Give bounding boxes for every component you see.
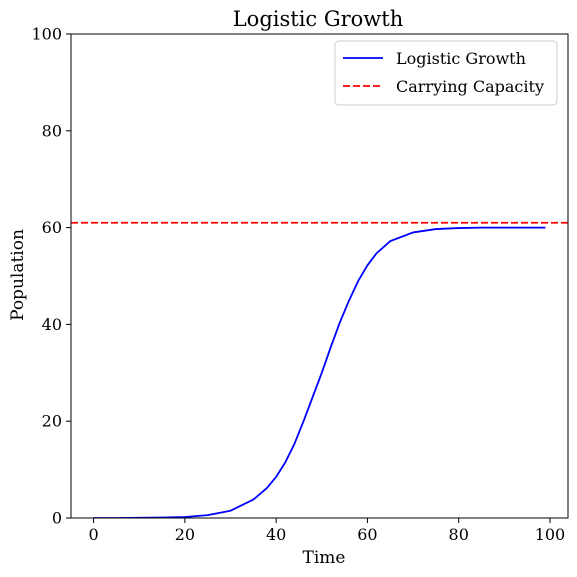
x-tick-label: 20 bbox=[175, 525, 195, 544]
y-tick-label: 0 bbox=[52, 509, 62, 528]
y-tick-label: 100 bbox=[31, 25, 62, 44]
y-tick-label: 20 bbox=[42, 412, 62, 431]
chart-title: Logistic Growth bbox=[233, 7, 404, 31]
x-tick-label: 80 bbox=[449, 525, 469, 544]
y-tick-label: 40 bbox=[42, 315, 62, 334]
series-group bbox=[71, 221, 568, 518]
axis-ticks: 0 20 40 60 80 100 0 20 40 60 80 100 bbox=[31, 25, 565, 545]
x-tick-label: 60 bbox=[357, 525, 377, 544]
x-tick-label: 100 bbox=[535, 525, 566, 544]
legend: Logistic Growth Carrying Capacity bbox=[334, 40, 558, 106]
legend-box bbox=[334, 40, 558, 106]
x-tick-label: 0 bbox=[88, 525, 98, 544]
y-tick-label: 60 bbox=[42, 218, 62, 237]
y-axis-label: Population bbox=[8, 229, 28, 321]
legend-label-logistic-growth: Logistic Growth bbox=[396, 49, 526, 68]
logistic-growth-line bbox=[93, 226, 546, 518]
x-tick-label: 40 bbox=[266, 525, 286, 544]
x-axis-label: Time bbox=[303, 548, 346, 568]
legend-label-carrying-capacity: Carrying Capacity bbox=[396, 77, 544, 96]
y-tick-label: 80 bbox=[42, 121, 62, 140]
plot-frame bbox=[70, 33, 569, 519]
